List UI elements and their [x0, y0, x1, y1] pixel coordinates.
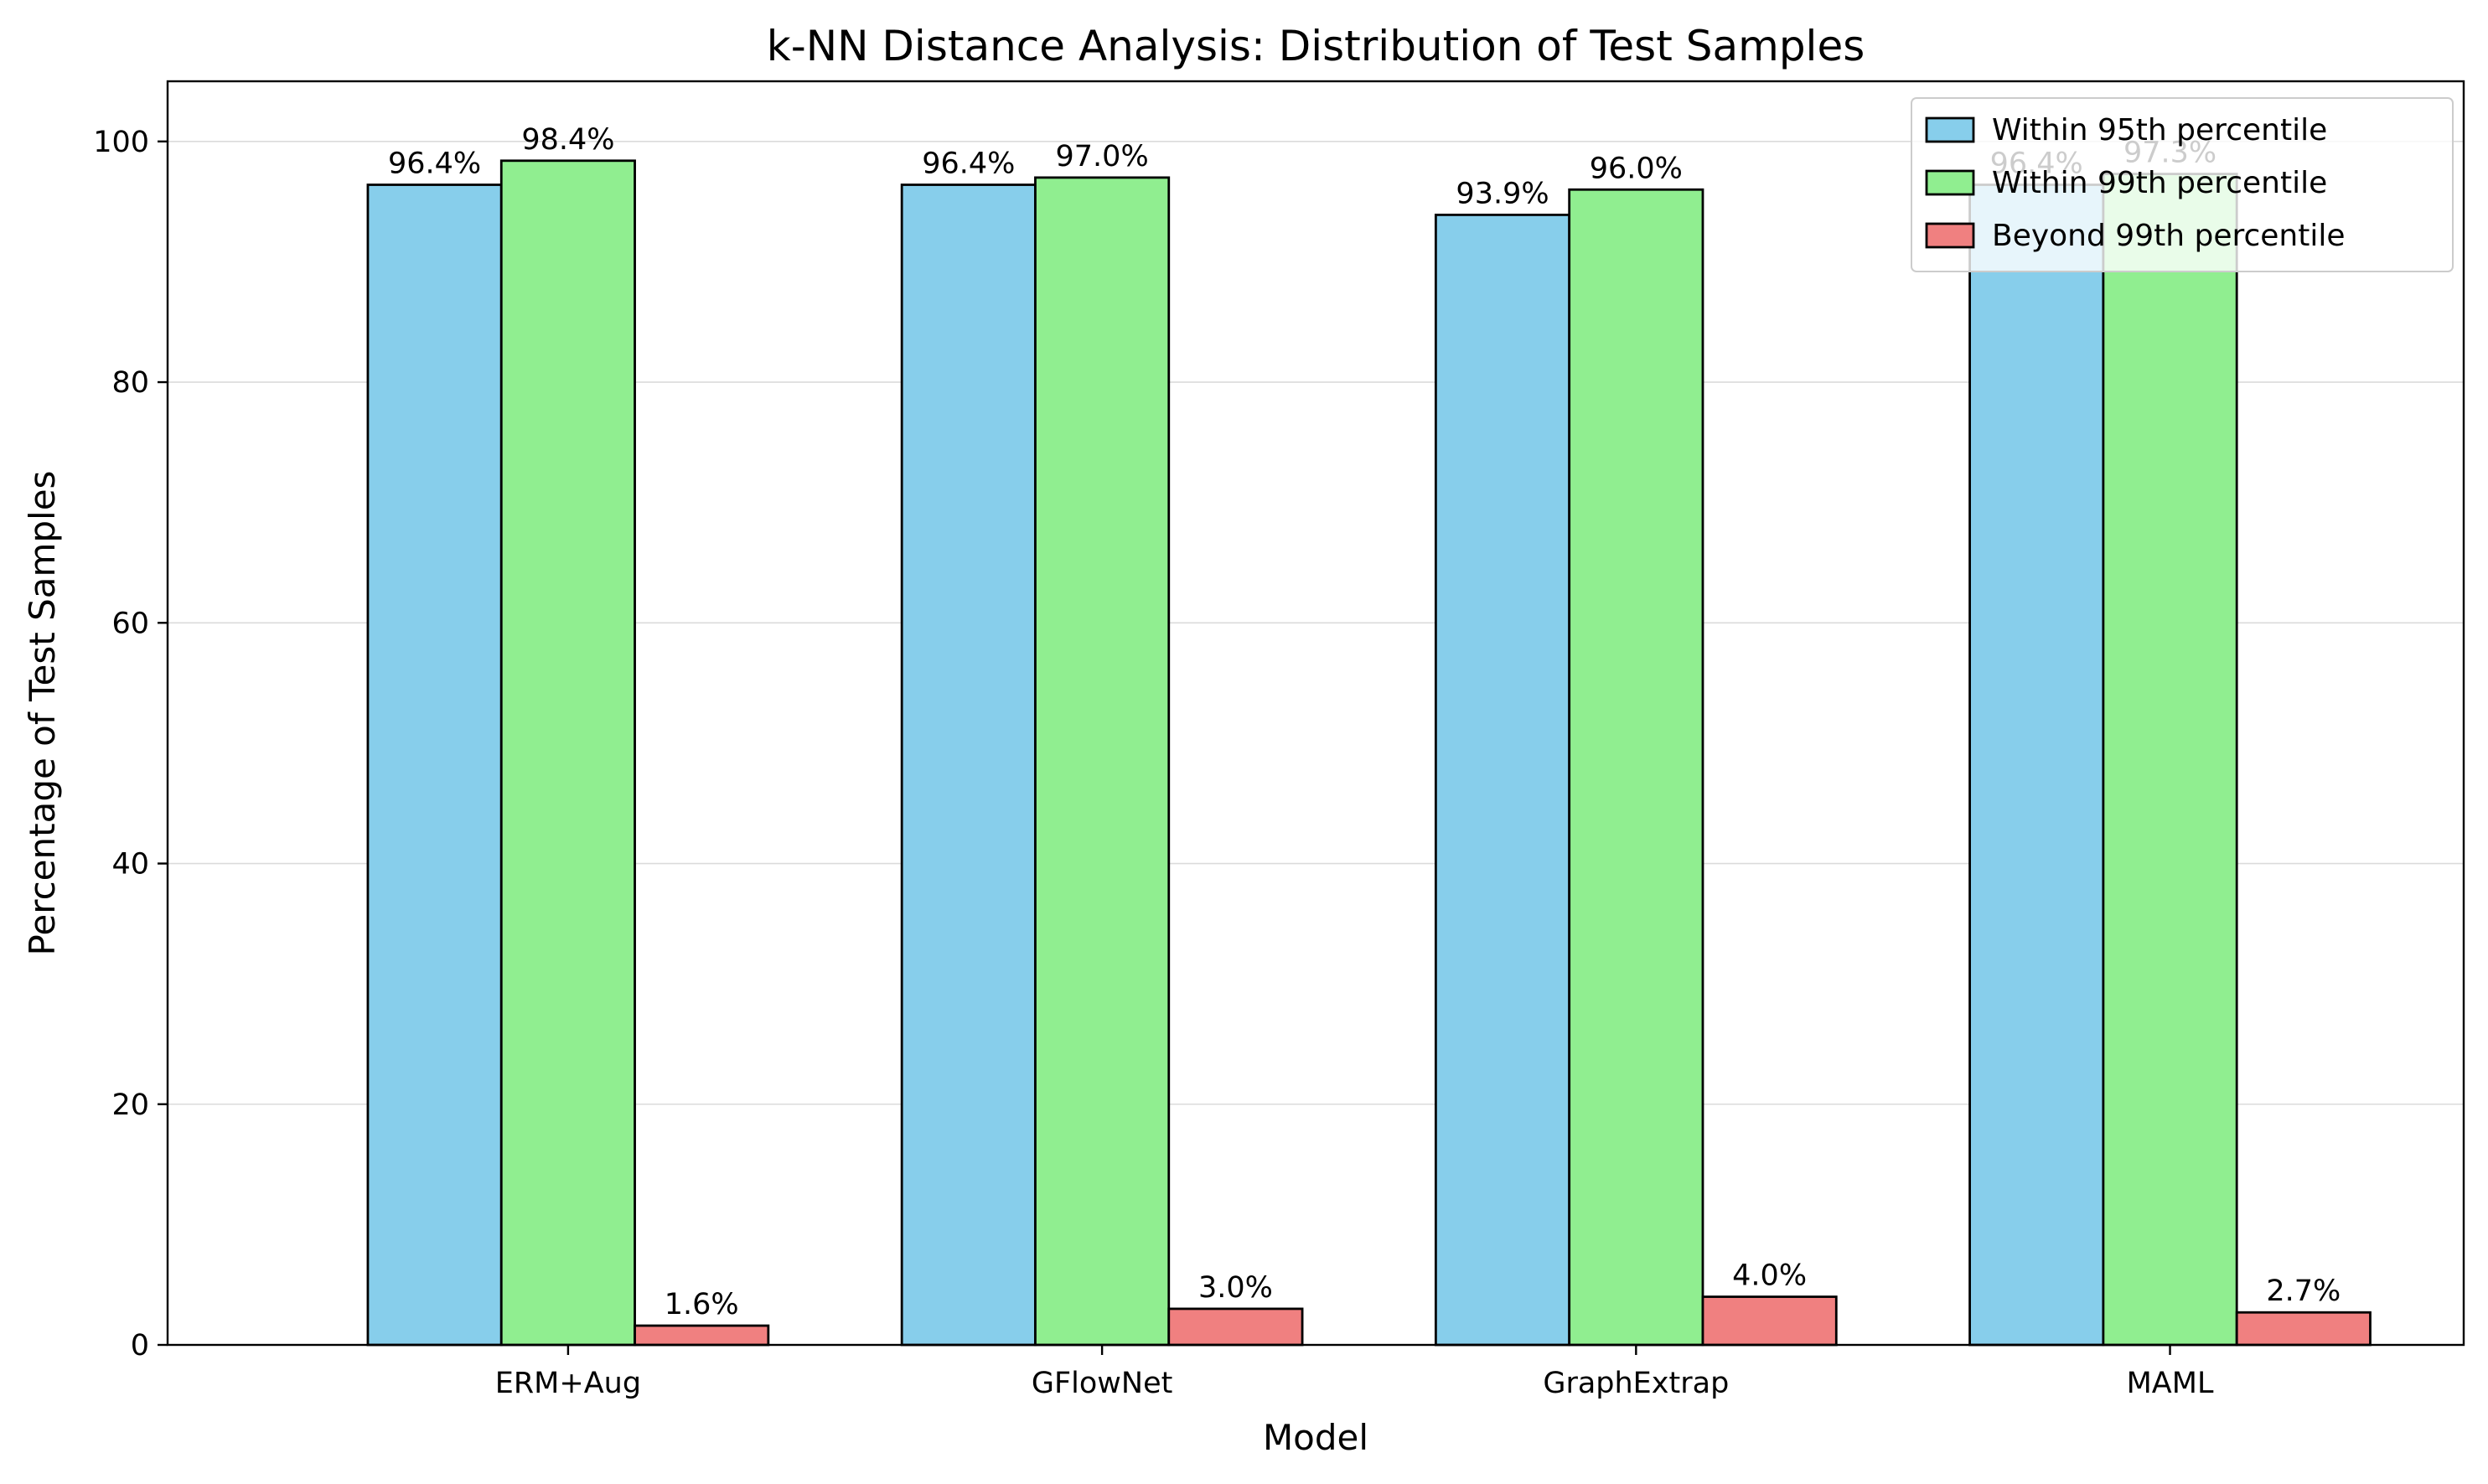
- data-label: 2.7%: [2266, 1275, 2341, 1308]
- bar-maml-series-1: [1968, 184, 2105, 1347]
- legend-entry: Within 95th percentile: [1992, 113, 2327, 147]
- data-label: 4.0%: [1732, 1259, 1807, 1293]
- bar-gflownet-series-2: [1034, 176, 1171, 1347]
- data-label: 96.4%: [388, 147, 481, 181]
- x-tick-label: GFlowNet: [1032, 1367, 1172, 1400]
- x-axis-label: Model: [1263, 1417, 1368, 1458]
- chart-title: k-NN Distance Analysis: Distribution of …: [767, 22, 1865, 70]
- y-tick-label: 80: [111, 366, 149, 400]
- bar-erm-aug-series-2: [499, 159, 636, 1347]
- legend-swatch: [1925, 116, 1975, 143]
- legend-swatch: [1925, 169, 1975, 196]
- bar-graphextrap-series-3: [1701, 1295, 1838, 1347]
- data-label: 98.4%: [521, 123, 614, 157]
- x-tick-label: MAML: [2127, 1367, 2214, 1400]
- bar-gflownet-series-1: [900, 184, 1037, 1347]
- y-tick-label: 60: [111, 607, 149, 640]
- bar-gflownet-series-3: [1167, 1307, 1304, 1347]
- legend: Within 95th percentile Within 99th percen…: [1911, 97, 2454, 272]
- data-label: 93.9%: [1456, 177, 1549, 210]
- data-label: 96.0%: [1590, 152, 1683, 185]
- axes-frame: [166, 80, 2465, 1347]
- data-label: 1.6%: [665, 1288, 739, 1321]
- y-tick-label: 100: [93, 126, 149, 159]
- x-tick-label: GraphExtrap: [1543, 1367, 1729, 1400]
- y-tick-label: 40: [111, 848, 149, 882]
- bar-graphextrap-series-1: [1434, 214, 1571, 1347]
- legend-entry: Beyond 99th percentile: [1992, 219, 2346, 253]
- legend-swatch: [1925, 222, 1975, 249]
- bar-maml-series-2: [2102, 173, 2238, 1347]
- bar-erm-aug-series-1: [366, 184, 503, 1347]
- y-axis-label: Percentage of Test Samples: [22, 471, 63, 956]
- bar-graphextrap-series-2: [1568, 188, 1704, 1347]
- y-tick-label: 20: [111, 1088, 149, 1122]
- data-label: 3.0%: [1198, 1271, 1273, 1305]
- bar-erm-aug-series-3: [634, 1324, 770, 1347]
- legend-box: [1911, 97, 2454, 272]
- axis-ticks: 0 20 40 60 80 100 ERM+Aug GFlowNet GraphExtrap MA…: [93, 126, 2214, 1400]
- legend-entry: Within 99th percentile: [1992, 166, 2327, 200]
- bars: [366, 159, 2372, 1347]
- y-tick-label: 0: [131, 1329, 149, 1362]
- x-tick-label: ERM+Aug: [495, 1367, 641, 1400]
- data-label: 97.0%: [1056, 140, 1149, 173]
- data-label: 96.4%: [922, 147, 1015, 181]
- bar-maml-series-3: [2235, 1311, 2372, 1347]
